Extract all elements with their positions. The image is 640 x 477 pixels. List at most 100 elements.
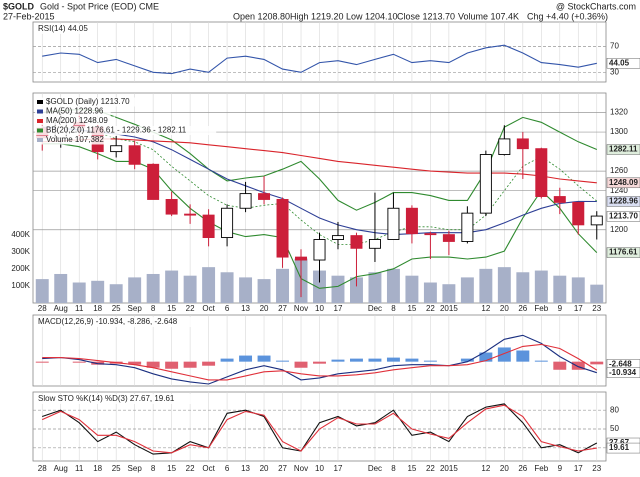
x-tick-label: Sep bbox=[128, 464, 143, 473]
candle-body bbox=[276, 199, 289, 258]
volume-bar bbox=[165, 270, 179, 303]
histogram-bar bbox=[146, 361, 160, 368]
x-tick-label: 15 bbox=[167, 304, 176, 313]
y-tick-label: 1240 bbox=[610, 186, 628, 195]
candle-body bbox=[202, 214, 215, 239]
x-tick-label: Feb bbox=[534, 304, 548, 313]
candle-body bbox=[313, 239, 326, 261]
instrument-name: Gold - Spot Price (EOD) CME bbox=[40, 1, 159, 11]
value-tag-label: 44.05 bbox=[609, 58, 630, 67]
histogram-bar bbox=[497, 347, 511, 362]
x-tick-label: 10 bbox=[315, 464, 324, 473]
volume-bar bbox=[553, 275, 567, 303]
histogram-bar bbox=[183, 361, 197, 368]
x-tick-label: Dec bbox=[368, 304, 382, 313]
candle-body bbox=[590, 215, 603, 226]
legend-bg bbox=[35, 107, 111, 116]
candle-body bbox=[368, 239, 381, 249]
value-tag bbox=[606, 367, 640, 378]
volume-bar bbox=[571, 277, 585, 303]
volume-bar bbox=[313, 270, 326, 303]
x-tick-label: 12 bbox=[481, 464, 490, 473]
x-tick-label: 27 bbox=[278, 304, 287, 313]
x-tick-label: Oct bbox=[202, 464, 215, 473]
x-tick-label: 2015 bbox=[440, 304, 458, 313]
candle-body bbox=[479, 154, 492, 214]
histogram-bar bbox=[386, 357, 400, 362]
histogram-bar bbox=[294, 361, 308, 368]
x-tick-label: 18 bbox=[93, 304, 102, 313]
volume-bar bbox=[590, 284, 604, 303]
y2-tick-label: 300K bbox=[11, 247, 30, 256]
histogram-bar bbox=[405, 358, 419, 362]
candle-body bbox=[405, 207, 418, 235]
volume-bar bbox=[146, 273, 160, 303]
value-tag bbox=[606, 211, 640, 222]
series-line bbox=[42, 343, 598, 381]
x-tick-label: 10 bbox=[315, 304, 324, 313]
volume-bar bbox=[405, 275, 419, 303]
x-tick-label: 6 bbox=[225, 464, 230, 473]
candle-body bbox=[147, 163, 160, 200]
volume-bar bbox=[497, 267, 511, 303]
legend-label: Volume 107,382 bbox=[46, 135, 104, 144]
x-tick-label: 11 bbox=[75, 304, 84, 313]
candle-body bbox=[295, 256, 308, 261]
y-tick-label: 70 bbox=[610, 42, 619, 51]
x-tick-label: Aug bbox=[54, 304, 68, 313]
histogram-bar bbox=[534, 360, 548, 362]
y-tick-label: 80 bbox=[610, 405, 619, 414]
candle-body bbox=[535, 148, 548, 197]
x-tick-label: 17 bbox=[574, 304, 583, 313]
y2-tick-label: 400K bbox=[11, 230, 30, 239]
candle-body bbox=[461, 212, 474, 242]
value-tag bbox=[606, 442, 640, 454]
x-tick-label: 15 bbox=[407, 464, 416, 473]
value-tag-label: 1228.96 bbox=[609, 197, 638, 206]
x-tick-label: 26 bbox=[518, 304, 527, 313]
value-tag bbox=[606, 58, 640, 69]
x-tick-label: 9 bbox=[558, 304, 563, 313]
histogram-bar bbox=[423, 360, 437, 362]
histogram-bar bbox=[479, 352, 493, 362]
histogram-bar bbox=[590, 361, 604, 365]
x-tick-label: 17 bbox=[334, 304, 343, 313]
volume-bar bbox=[331, 275, 345, 303]
volume-bar bbox=[460, 277, 474, 303]
value-tag-label: 1213.70 bbox=[609, 211, 638, 220]
volume-bar bbox=[423, 282, 437, 303]
volume-bar bbox=[479, 268, 493, 303]
series-line bbox=[42, 403, 598, 455]
x-tick-label: 13 bbox=[241, 464, 250, 473]
x-tick-label: 20 bbox=[500, 464, 509, 473]
quote-change: Chg +4.40 (+0.36%) bbox=[527, 11, 608, 21]
legend-swatch bbox=[37, 119, 43, 123]
y-tick-label: 1200 bbox=[610, 225, 628, 234]
volume-bar bbox=[516, 272, 530, 303]
date: 27-Feb-2015 bbox=[3, 11, 55, 21]
x-tick-label: 8 bbox=[151, 464, 156, 473]
x-tick-label: 20 bbox=[500, 304, 509, 313]
x-tick-label: Dec bbox=[368, 464, 382, 473]
candle-body bbox=[239, 193, 252, 209]
histogram-bar bbox=[313, 361, 326, 364]
candle-body bbox=[110, 145, 123, 153]
x-tick-label: 22 bbox=[186, 464, 195, 473]
candle-body bbox=[165, 199, 178, 215]
y2-tick-label: 100K bbox=[11, 281, 30, 290]
x-tick-label: Aug bbox=[54, 464, 68, 473]
histogram-bar bbox=[571, 361, 585, 370]
histogram-bar bbox=[257, 355, 271, 362]
panel-title-bg bbox=[35, 317, 206, 327]
x-tick-label: 17 bbox=[574, 464, 583, 473]
volume-bar bbox=[72, 282, 86, 303]
candle-body bbox=[553, 196, 566, 203]
x-tick-label: 22 bbox=[426, 464, 435, 473]
volume-bar bbox=[257, 279, 271, 303]
legend-label: $GOLD (Daily) 1213.70 bbox=[46, 97, 130, 106]
x-tick-label: 15 bbox=[407, 304, 416, 313]
candle-body bbox=[424, 233, 437, 236]
volume-bar bbox=[183, 275, 197, 303]
candle-body bbox=[516, 138, 529, 150]
